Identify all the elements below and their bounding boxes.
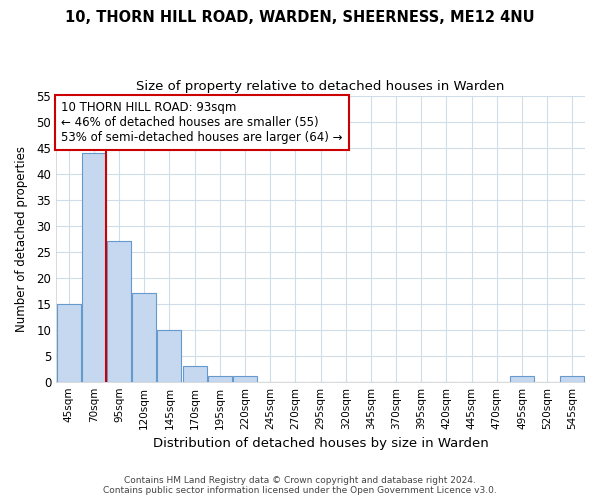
Bar bbox=[132, 293, 156, 382]
Bar bbox=[182, 366, 206, 382]
Bar bbox=[510, 376, 534, 382]
Bar bbox=[56, 304, 80, 382]
Text: 10, THORN HILL ROAD, WARDEN, SHEERNESS, ME12 4NU: 10, THORN HILL ROAD, WARDEN, SHEERNESS, … bbox=[65, 10, 535, 25]
X-axis label: Distribution of detached houses by size in Warden: Distribution of detached houses by size … bbox=[152, 437, 488, 450]
Title: Size of property relative to detached houses in Warden: Size of property relative to detached ho… bbox=[136, 80, 505, 93]
Y-axis label: Number of detached properties: Number of detached properties bbox=[15, 146, 28, 332]
Bar bbox=[82, 153, 106, 382]
Text: 10 THORN HILL ROAD: 93sqm
← 46% of detached houses are smaller (55)
53% of semi-: 10 THORN HILL ROAD: 93sqm ← 46% of detac… bbox=[61, 102, 343, 144]
Bar bbox=[560, 376, 584, 382]
Bar bbox=[107, 241, 131, 382]
Text: Contains HM Land Registry data © Crown copyright and database right 2024.
Contai: Contains HM Land Registry data © Crown c… bbox=[103, 476, 497, 495]
Bar bbox=[208, 376, 232, 382]
Bar bbox=[233, 376, 257, 382]
Bar bbox=[157, 330, 181, 382]
